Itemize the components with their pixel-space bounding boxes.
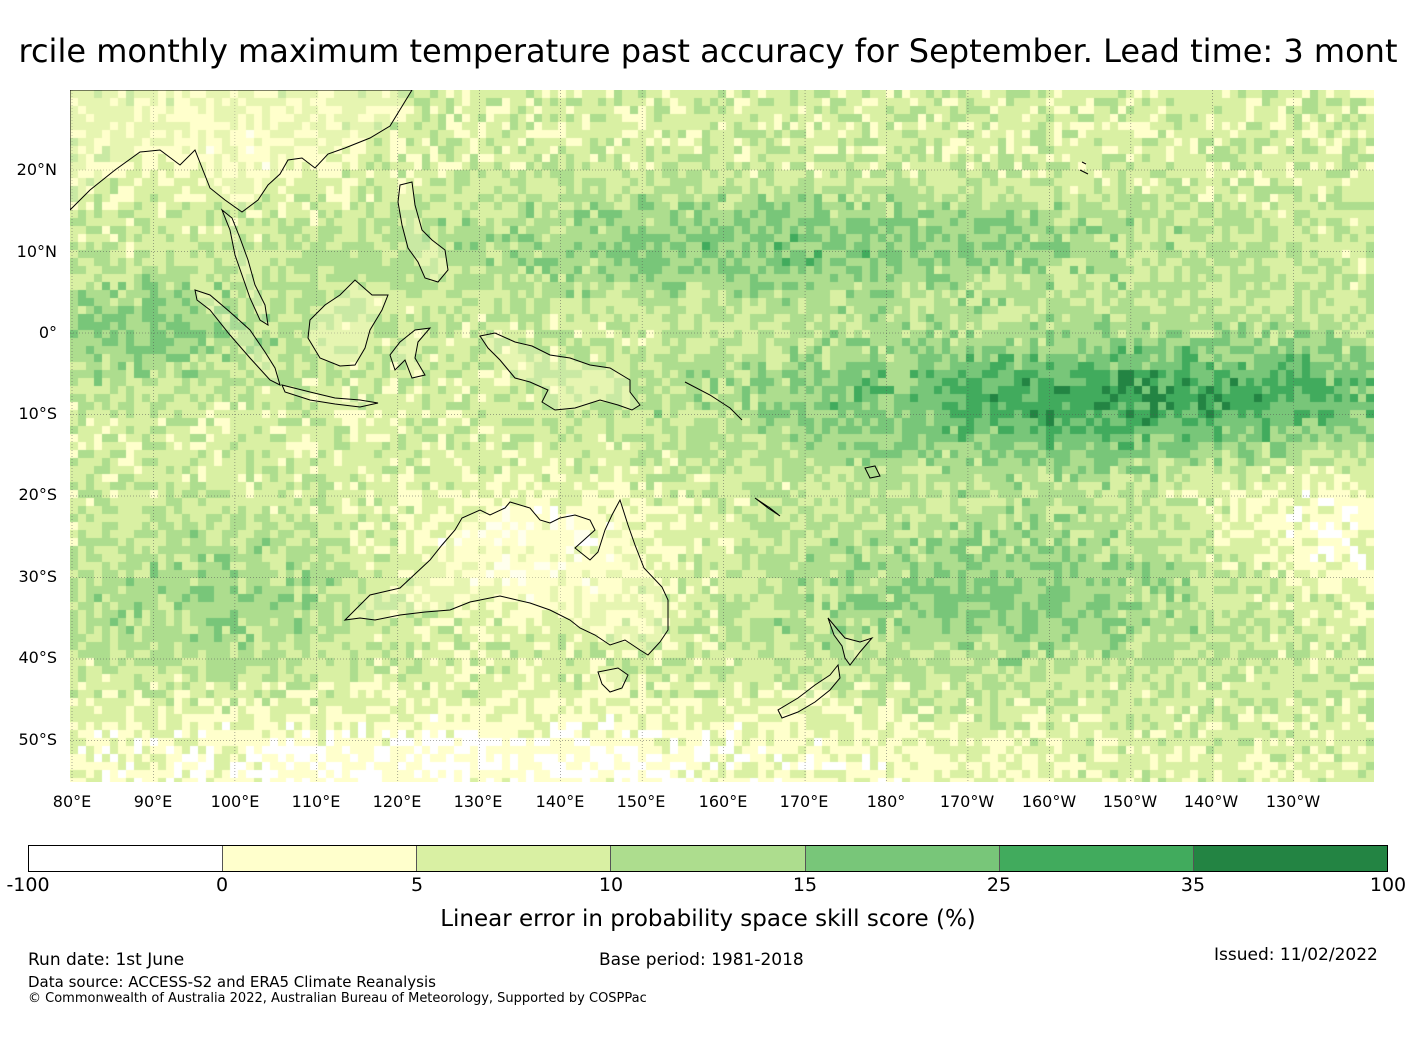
data-source: Data source: ACCESS-S2 and ERA5 Climate … [28,973,436,991]
skill-score-map [70,90,1374,782]
coastlines [70,90,1089,719]
lat-label-40s: 40°S [18,648,57,667]
colorbar-tick-minus100: -100 [6,874,50,896]
graticule [70,90,1374,782]
skill-score-raster [70,90,1374,782]
issued-date: Issued: 11/02/2022 [1214,945,1378,965]
coastline-new-zealand-south [777,663,841,719]
colorbar-tick-10: 10 [598,874,624,896]
lon-label-140w: 140°W [1183,792,1239,811]
coastline-australia [343,498,669,656]
lat-label-10n: 10°N [16,242,57,261]
coastline-malay-peninsula [220,208,269,326]
lat-label-10s: 10°S [18,404,57,423]
lon-label-150e: 150°E [616,792,666,811]
coastline-philippines [397,181,449,283]
lon-label-160w: 160°W [1021,792,1077,811]
coastline-borneo [307,279,389,367]
colorbar-label: Linear error in probability space skill … [440,906,976,932]
coastline-solomon-islands [684,381,743,421]
coastline-fiji [864,465,881,479]
colorbar-segment-5 [805,846,1000,871]
lat-label-20n: 20°N [16,160,57,179]
copyright-notice: © Commonwealth of Australia 2022, Austra… [28,991,647,1006]
lon-label-170w: 170°W [939,792,995,811]
colorbar-segment-4 [611,846,806,871]
lon-label-140e: 140°E [535,792,585,811]
colorbar [28,845,1388,872]
lon-label-80e: 80°E [52,792,92,811]
lon-label-160e: 160°E [698,792,748,811]
coastline-sulawesi [389,327,432,379]
coastline-java [281,384,379,408]
lat-label-30s: 30°S [18,567,57,586]
colorbar-tick-25: 25 [986,874,1012,896]
colorbar-segment-3 [417,846,612,871]
lon-label-150w: 150°W [1102,792,1158,811]
lat-label-20s: 20°S [18,485,57,504]
base-period: Base period: 1981-2018 [599,950,804,970]
coastline-new-zealand-north [827,617,874,666]
colorbar-segment-1 [29,846,224,871]
run-date: Run date: 1st June [28,950,185,970]
coastline-sumatra [194,289,281,386]
lon-label-130e: 130°E [453,792,503,811]
lon-label-170e: 170°E [779,792,829,811]
lon-label-100e: 100°E [210,792,260,811]
coastline-asia-mainland [70,90,413,213]
map-title: rcile monthly maximum temperature past a… [18,32,1398,70]
lon-label-90e: 90°E [133,792,173,811]
colorbar-tick-0: 0 [215,874,229,896]
lat-label-50s: 50°S [18,730,57,749]
lat-label-0: 0° [38,323,57,342]
lon-label-130w: 130°W [1265,792,1321,811]
lon-label-110e: 110°E [291,792,341,811]
colorbar-tick-35: 35 [1180,874,1206,896]
colorbar-tick-5: 5 [410,874,424,896]
coastline-new-guinea [479,332,641,411]
lon-label-120e: 120°E [372,792,422,811]
coastline-hawaii [1079,161,1089,175]
colorbar-segment-7 [1193,846,1387,871]
colorbar-tick-100: 100 [1369,874,1407,896]
colorbar-tick-15: 15 [792,874,818,896]
colorbar-segment-2 [223,846,418,871]
coastline-tasmania [597,667,629,693]
map-overlay [70,90,1374,782]
colorbar-segment-6 [999,846,1194,871]
coastline-new-caledonia [754,497,781,517]
lon-label-180: 180° [866,792,906,811]
